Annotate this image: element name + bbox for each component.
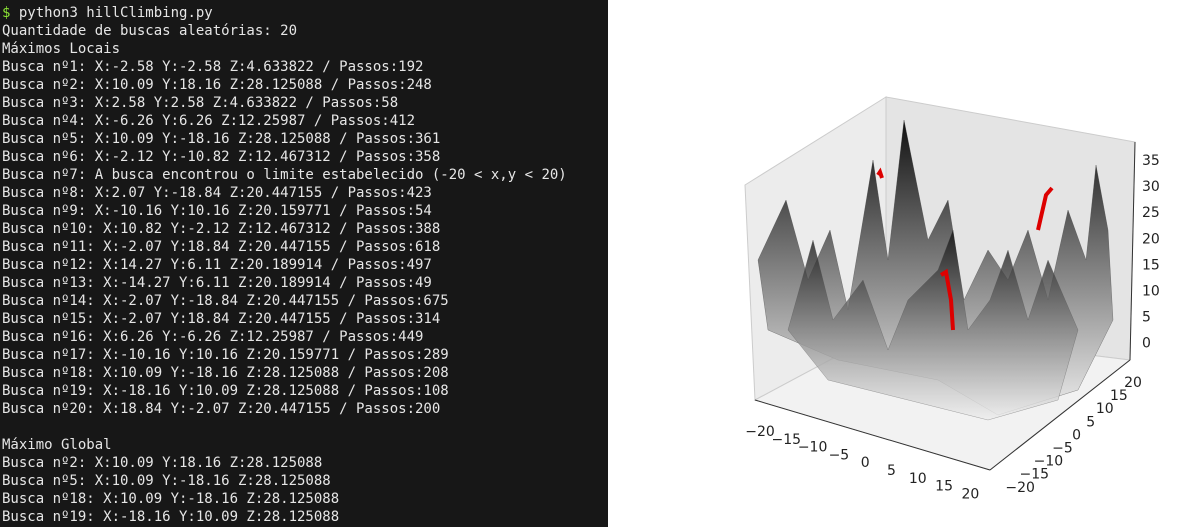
tick-label: 0 bbox=[861, 455, 870, 471]
z-axis bbox=[1129, 141, 1136, 361]
result-line: Busca nº14: X:-2.07 Y:-18.84 Z:20.447155… bbox=[2, 293, 449, 309]
result-line: Busca nº7: A busca encontrou o limite es… bbox=[2, 167, 567, 183]
result-line: Busca nº10: X:10.82 Y:-2.12 Z:12.467312 … bbox=[2, 221, 441, 237]
tick-label: 20 bbox=[961, 486, 979, 502]
tick-label: 15 bbox=[935, 479, 953, 495]
command: python3 hillClimbing.py bbox=[18, 5, 213, 21]
x-axis bbox=[754, 399, 991, 471]
result-line: Busca nº5: X:10.09 Y:-18.16 Z:28.125088 bbox=[2, 473, 331, 489]
result-line: Busca nº19: X:-18.16 Y:10.09 Z:28.125088… bbox=[2, 383, 449, 399]
tick-label: −5 bbox=[829, 447, 850, 463]
result-line: Busca nº1: X:-2.58 Y:-2.58 Z:4.633822 / … bbox=[2, 59, 424, 75]
tick-label: 20 bbox=[1142, 231, 1160, 247]
result-line: Busca nº18: X:10.09 Y:-18.16 Z:28.125088… bbox=[2, 365, 449, 381]
tick-label: 0 bbox=[1142, 336, 1151, 352]
result-line: Busca nº4: X:-6.26 Y:6.26 Z:12.25987 / P… bbox=[2, 113, 416, 129]
result-line: Busca nº20: X:18.84 Y:-2.07 Z:20.447155 … bbox=[2, 401, 441, 417]
tick-label: −10 bbox=[798, 440, 828, 456]
section-header: Máximos Locais bbox=[2, 41, 121, 57]
y-axis bbox=[989, 359, 1131, 471]
tick-label: 10 bbox=[1142, 284, 1160, 300]
tick-label: 30 bbox=[1142, 179, 1160, 195]
tick-label: 35 bbox=[1142, 153, 1160, 169]
result-line: Busca nº11: X:-2.07 Y:18.84 Z:20.447155 … bbox=[2, 239, 441, 255]
tick-label: −5 bbox=[1052, 441, 1073, 457]
section-header: Máximo Global bbox=[2, 437, 112, 453]
result-line: Busca nº17: X:-10.16 Y:10.16 Z:20.159771… bbox=[2, 347, 449, 363]
result-line: Busca nº2: X:10.09 Y:18.16 Z:28.125088 /… bbox=[2, 77, 432, 93]
search-path bbox=[876, 167, 884, 179]
result-line: Busca nº8: X:2.07 Y:-18.84 Z:20.447155 /… bbox=[2, 185, 432, 201]
surface bbox=[757, 119, 1114, 421]
tick-label: 5 bbox=[887, 463, 896, 479]
search-path bbox=[1036, 186, 1054, 231]
tick-label: −20 bbox=[745, 424, 775, 440]
tick-label: 15 bbox=[1110, 388, 1128, 404]
tick-label: −15 bbox=[772, 432, 802, 448]
result-line: Busca nº18: X:10.09 Y:-18.16 Z:28.125088 bbox=[2, 491, 340, 507]
result-line: Busca nº12: X:14.27 Y:6.11 Z:20.189914 /… bbox=[2, 257, 432, 273]
tick-label: 5 bbox=[1142, 310, 1151, 326]
result-line: Busca nº9: X:-10.16 Y:10.16 Z:20.159771 … bbox=[2, 203, 432, 219]
result-line: Busca nº15: X:-2.07 Y:18.84 Z:20.447155 … bbox=[2, 311, 441, 327]
tick-label: 0 bbox=[1072, 427, 1081, 443]
tick-label: 20 bbox=[1124, 375, 1142, 391]
count-line: Quantidade de buscas aleatórias: 20 bbox=[2, 23, 298, 39]
prompt-line: $ python3 hillClimbing.py bbox=[2, 4, 213, 22]
result-line: Busca nº19: X:-18.16 Y:10.09 Z:28.125088 bbox=[2, 509, 340, 525]
tick-label: −20 bbox=[1005, 480, 1035, 496]
tick-label: 10 bbox=[1096, 401, 1114, 417]
tick-label: 15 bbox=[1142, 257, 1160, 273]
tick-label: 10 bbox=[909, 471, 927, 487]
tick-label: 5 bbox=[1086, 414, 1095, 430]
search-path bbox=[939, 268, 955, 331]
result-line: Busca nº16: X:6.26 Y:-6.26 Z:12.25987 / … bbox=[2, 329, 424, 345]
prompt: $ bbox=[2, 5, 11, 21]
tick-label: 25 bbox=[1142, 205, 1160, 221]
result-line: Busca nº6: X:-2.12 Y:-10.82 Z:12.467312 … bbox=[2, 149, 441, 165]
tick-label: −10 bbox=[1034, 454, 1064, 470]
result-line: Busca nº3: X:2.58 Y:2.58 Z:4.633822 / Pa… bbox=[2, 95, 399, 111]
tick-label: −15 bbox=[1020, 467, 1050, 483]
result-line: Busca nº13: X:-14.27 Y:6.11 Z:20.189914 … bbox=[2, 275, 432, 291]
terminal: $ python3 hillClimbing.py Quantidade de … bbox=[0, 0, 608, 527]
result-line: Busca nº5: X:10.09 Y:-18.16 Z:28.125088 … bbox=[2, 131, 441, 147]
result-line: Busca nº2: X:10.09 Y:18.16 Z:28.125088 bbox=[2, 455, 323, 471]
